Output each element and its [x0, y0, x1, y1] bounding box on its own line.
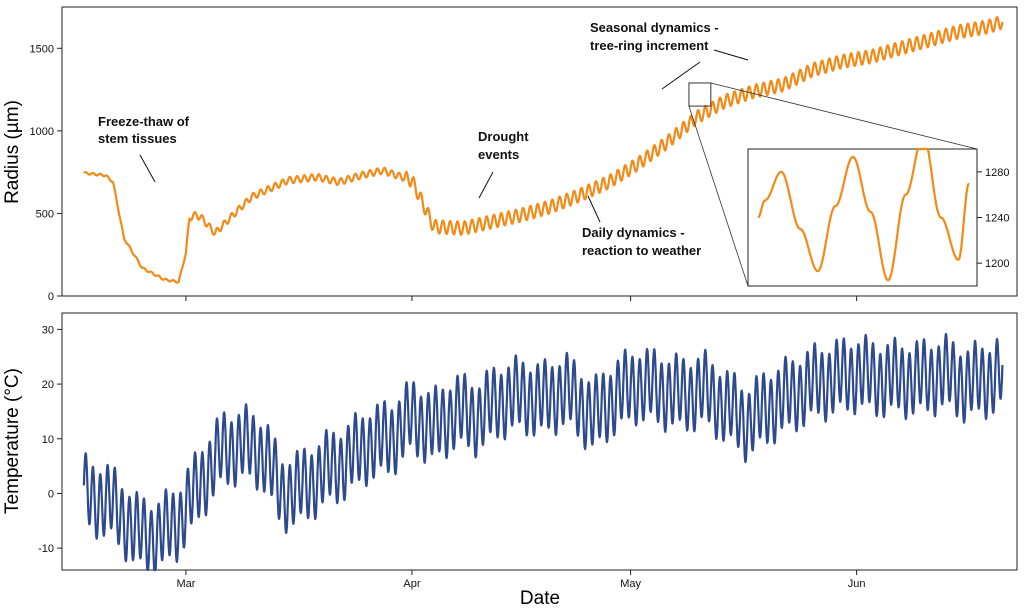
temperature-y-tick-label: 20 — [42, 379, 54, 391]
inset-series-line — [757, 147, 970, 282]
inset-y-tick-label: 1200 — [985, 258, 1009, 270]
annotation-daily-leader — [587, 195, 601, 223]
radius-y-tick-label: 500 — [36, 208, 54, 220]
annotation-freeze-thaw-line1: Freeze-thaw of — [98, 114, 190, 129]
annotation-daily-line2: reaction to weather — [582, 243, 701, 258]
annotation-seasonal-line2: tree-ring increment — [590, 38, 709, 53]
temperature-x-tick-label: May — [620, 578, 641, 590]
temperature-y-tick-label: 10 — [42, 434, 54, 446]
radius-x-axis — [185, 296, 858, 301]
radius-plot-frame — [61, 6, 1018, 297]
annotation-daily-line1: Daily dynamics - — [582, 225, 685, 240]
x-axis-title: Date — [520, 588, 560, 609]
radius-y-axis-title: Radius (µm) — [2, 100, 23, 204]
annotation-seasonal: Seasonal dynamics - tree-ring increment — [590, 20, 749, 90]
temperature-series-line — [82, 332, 1004, 572]
radius-y-tick-label: 1500 — [30, 43, 54, 55]
temperature-x-tick-label: Jun — [848, 578, 866, 590]
zoom-connector-top — [710, 82, 978, 150]
temperature-y-tick-label: 30 — [42, 324, 54, 336]
radius-y-tick-label: 1000 — [30, 126, 54, 138]
inset-y-tick-label: 1240 — [985, 213, 1009, 225]
inset-y-tick-label: 1280 — [985, 167, 1009, 179]
annotation-seasonal-leader-left — [661, 61, 701, 90]
inset-zoom-plot: 1200 1240 1280 — [747, 147, 1009, 287]
radius-panel: 0 500 1000 1500 1200 1240 1280 Freeze-thaw of… — [2, 6, 1018, 303]
annotation-drought-line2: events — [478, 147, 519, 162]
radius-y-axis: 0 500 1000 1500 — [30, 43, 62, 303]
annotation-daily: Daily dynamics - reaction to weather — [582, 195, 701, 258]
temperature-panel: -10 0 10 20 30 Mar Apr May Jun Temperature (°C)… — [2, 312, 1018, 609]
annotation-drought: Drought events — [478, 129, 529, 199]
annotation-freeze-thaw: Freeze-thaw of stem tissues — [98, 114, 190, 183]
temperature-y-axis: -10 0 10 20 30 — [38, 324, 62, 555]
radius-series-line — [83, 16, 1004, 284]
annotation-seasonal-leader-right — [713, 49, 749, 61]
temperature-x-tick-label: Mar — [176, 578, 195, 590]
annotation-drought-leader — [478, 171, 494, 199]
radius-y-tick-label: 0 — [48, 291, 54, 303]
inset-y-axis: 1200 1240 1280 — [977, 167, 1009, 270]
temperature-y-tick-label: -10 — [38, 543, 54, 555]
temperature-y-axis-title: Temperature (°C) — [2, 368, 23, 514]
zoom-source-box — [688, 82, 712, 107]
temperature-plot-frame — [61, 312, 1018, 571]
annotation-freeze-thaw-line2: stem tissues — [98, 131, 177, 146]
temperature-y-tick-label: 0 — [48, 488, 54, 500]
annotation-freeze-thaw-leader — [139, 154, 156, 183]
annotation-drought-line1: Drought — [478, 129, 529, 144]
zoom-connector-bottom — [688, 105, 749, 287]
temperature-x-tick-label: Apr — [403, 578, 420, 590]
temperature-x-axis: Mar Apr May Jun — [176, 570, 865, 590]
annotation-seasonal-line1: Seasonal dynamics - — [590, 20, 719, 35]
